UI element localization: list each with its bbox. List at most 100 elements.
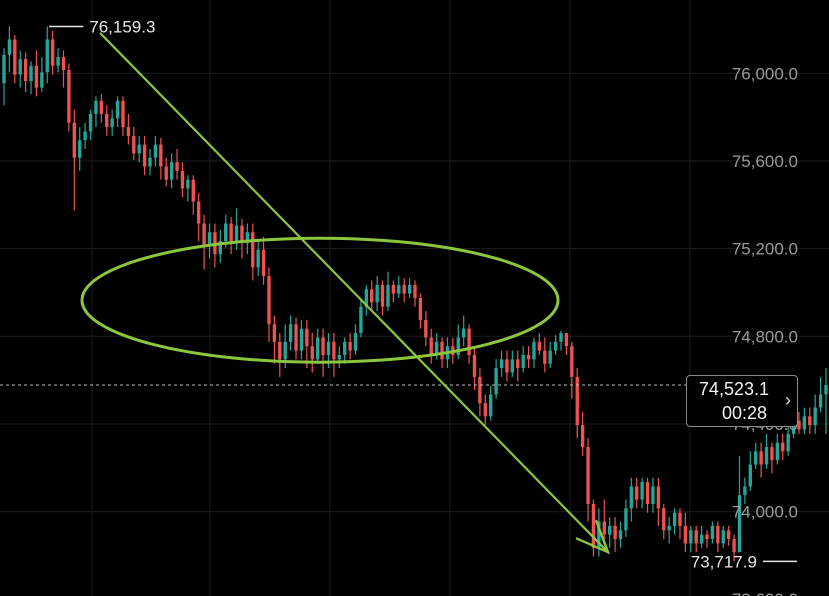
- candle-body: [267, 276, 271, 325]
- candle-body: [245, 232, 250, 244]
- candle-body: [499, 359, 504, 369]
- candle-body: [359, 306, 363, 334]
- candle-body: [467, 328, 471, 355]
- candle-body: [332, 341, 336, 360]
- candle-body: [516, 359, 520, 369]
- candle-body: [299, 328, 304, 351]
- candle-body: [169, 162, 174, 180]
- candle-body: [591, 503, 596, 548]
- candle-body: [310, 346, 314, 360]
- candle-body: [272, 324, 277, 342]
- candle-body: [580, 425, 585, 447]
- candle-body: [494, 368, 498, 395]
- candle-body: [478, 376, 482, 404]
- candle-body: [629, 486, 633, 509]
- candle-body: [586, 447, 590, 504]
- candle-body: [656, 486, 661, 509]
- candle-body: [386, 284, 390, 307]
- candle-body: [705, 534, 709, 540]
- candle-body: [699, 534, 704, 544]
- candle-body: [13, 39, 17, 75]
- trend-arrow-line: [99, 32, 609, 553]
- candle-body: [775, 442, 780, 461]
- current-price-label: 74,523.1: [698, 379, 769, 399]
- candle-body: [72, 122, 76, 158]
- candle-body: [40, 72, 44, 88]
- candle-body: [802, 416, 807, 430]
- candle-body: [429, 337, 433, 355]
- candle-body: [283, 341, 287, 360]
- trend-arrowhead: [575, 519, 611, 555]
- candle-body: [559, 333, 563, 342]
- candle-body: [764, 447, 769, 465]
- candle-body: [683, 525, 688, 544]
- candle-body: [770, 447, 774, 461]
- candle-body: [2, 54, 6, 84]
- candle-body: [521, 354, 525, 369]
- candle-body: [45, 39, 49, 73]
- candle-body: [651, 486, 655, 504]
- chevron-right-icon[interactable]: ›: [785, 390, 791, 410]
- candle-body: [94, 100, 98, 114]
- candle-body: [148, 157, 152, 167]
- candle-body: [667, 525, 671, 531]
- candle-body: [726, 530, 731, 540]
- candle-body: [532, 341, 536, 360]
- candle-body: [608, 525, 612, 535]
- candle-body: [710, 525, 715, 540]
- candle-body: [18, 59, 22, 75]
- candle-body: [110, 118, 114, 128]
- candle-body: [380, 284, 385, 307]
- candle-body: [132, 135, 136, 154]
- candle-body: [164, 166, 168, 180]
- candle-body: [343, 341, 347, 355]
- y-tick-label: 75,600.0: [732, 152, 798, 171]
- candle-countdown: 00:28: [721, 403, 767, 423]
- candle-body: [294, 324, 298, 351]
- candle-body: [353, 333, 358, 351]
- candle-body: [678, 512, 682, 526]
- candle-body: [640, 482, 644, 500]
- candle-body: [61, 56, 66, 71]
- candle-body: [543, 350, 547, 364]
- candle-body: [207, 232, 212, 246]
- candle-body: [224, 223, 228, 242]
- candle-body: [716, 525, 720, 544]
- candle-body: [78, 140, 82, 158]
- current-price-box[interactable]: 74,523.1 00:28 ›: [686, 375, 798, 427]
- candle-body: [402, 284, 406, 294]
- candle-body: [88, 113, 93, 132]
- candle-body: [29, 65, 33, 82]
- candle-body: [553, 341, 558, 351]
- candle-body: [121, 100, 125, 128]
- candle-body: [348, 341, 352, 351]
- candle-body: [364, 289, 369, 307]
- candle-body: [126, 127, 131, 136]
- candle-body: [278, 341, 282, 360]
- candle-body: [748, 464, 752, 487]
- candle-body: [694, 530, 698, 544]
- high-price-label: 76,159.3: [89, 17, 155, 36]
- candle-body: [424, 319, 428, 338]
- candle-body: [570, 346, 574, 377]
- candle-body: [202, 223, 206, 246]
- y-tick-label: 74,000.0: [732, 503, 798, 522]
- candle-body: [824, 384, 828, 395]
- candle-body: [99, 100, 104, 114]
- candle-body: [7, 39, 12, 55]
- candle-body: [575, 376, 579, 426]
- candle-body: [261, 249, 266, 277]
- candle-body: [34, 65, 39, 88]
- candle-body: [781, 442, 785, 452]
- y-tick-label: 74,800.0: [732, 327, 798, 346]
- candle-body: [218, 241, 222, 255]
- candle-body: [548, 350, 552, 364]
- candle-body: [813, 407, 817, 426]
- y-tick-label: 75,200.0: [732, 240, 798, 259]
- candle-body: [624, 508, 628, 531]
- candle-body: [797, 420, 801, 430]
- candle-body: [186, 179, 190, 189]
- candle-body: [440, 341, 444, 360]
- y-tick-label: 73,600.0: [732, 590, 798, 596]
